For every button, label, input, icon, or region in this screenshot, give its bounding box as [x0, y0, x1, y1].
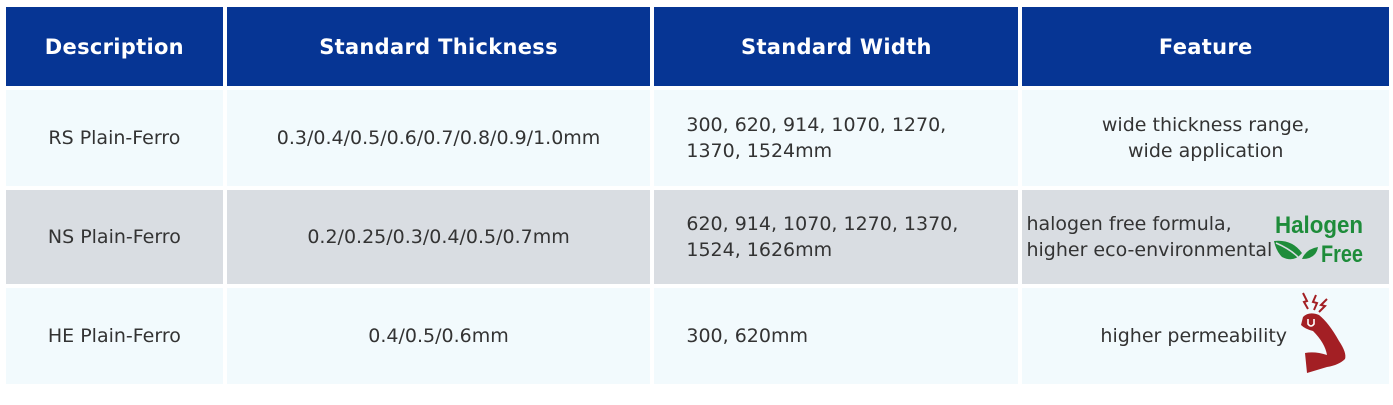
table-row: HE Plain-Ferro 0.4/0.5/0.6mm 300, 620mm … — [6, 288, 1389, 384]
header-description: Description — [6, 7, 223, 86]
cell-feature: wide thickness range, wide application — [1022, 90, 1389, 186]
width-line: 1524, 1626mm — [686, 239, 833, 261]
header-feature: Feature — [1022, 7, 1389, 86]
feature-line: halogen free formula, — [1026, 213, 1232, 235]
header-width: Standard Width — [654, 7, 1019, 86]
cell-description: RS Plain-Ferro — [6, 90, 223, 186]
width-line: 1370, 1524mm — [686, 140, 833, 162]
table-header-row: Description Standard Thickness Standard … — [6, 7, 1389, 86]
svg-text:Halogen: Halogen — [1275, 212, 1363, 239]
cell-description: NS Plain-Ferro — [6, 190, 223, 284]
cell-width: 300, 620mm — [654, 288, 1019, 384]
cell-thickness: 0.4/0.5/0.6mm — [226, 288, 651, 384]
width-line: 300, 620, 914, 1070, 1270, — [686, 114, 947, 136]
cell-width: 300, 620, 914, 1070, 1270, 1370, 1524mm — [654, 90, 1019, 186]
product-spec-table: Description Standard Thickness Standard … — [2, 3, 1393, 388]
feature-line: wide application — [1128, 140, 1284, 162]
table-row: RS Plain-Ferro 0.3/0.4/0.5/0.6/0.7/0.8/0… — [6, 90, 1389, 186]
halogen-free-leaf-icon: Halogen Free — [1274, 212, 1363, 265]
cell-width: 620, 914, 1070, 1270, 1370, 1524, 1626mm — [654, 190, 1019, 284]
width-line: 300, 620mm — [686, 325, 808, 347]
cell-thickness: 0.3/0.4/0.5/0.6/0.7/0.8/0.9/1.0mm — [226, 90, 651, 186]
header-thickness: Standard Thickness — [226, 7, 651, 86]
table-row: NS Plain-Ferro 0.2/0.25/0.3/0.4/0.5/0.7m… — [6, 190, 1389, 284]
feature-line: higher permeability — [1100, 325, 1288, 347]
strong-arm-magnet-icon — [1301, 292, 1346, 373]
cell-feature: higher permeability — [1022, 288, 1389, 384]
cell-thickness: 0.2/0.25/0.3/0.4/0.5/0.7mm — [226, 190, 651, 284]
feature-line: higher eco-environmental — [1026, 239, 1273, 261]
width-line: 620, 914, 1070, 1270, 1370, — [686, 213, 959, 235]
cell-feature: halogen free formula, higher eco-environm… — [1022, 190, 1389, 284]
cell-description: HE Plain-Ferro — [6, 288, 223, 384]
svg-text:Free: Free — [1321, 241, 1363, 265]
feature-line: wide thickness range, — [1101, 114, 1310, 136]
